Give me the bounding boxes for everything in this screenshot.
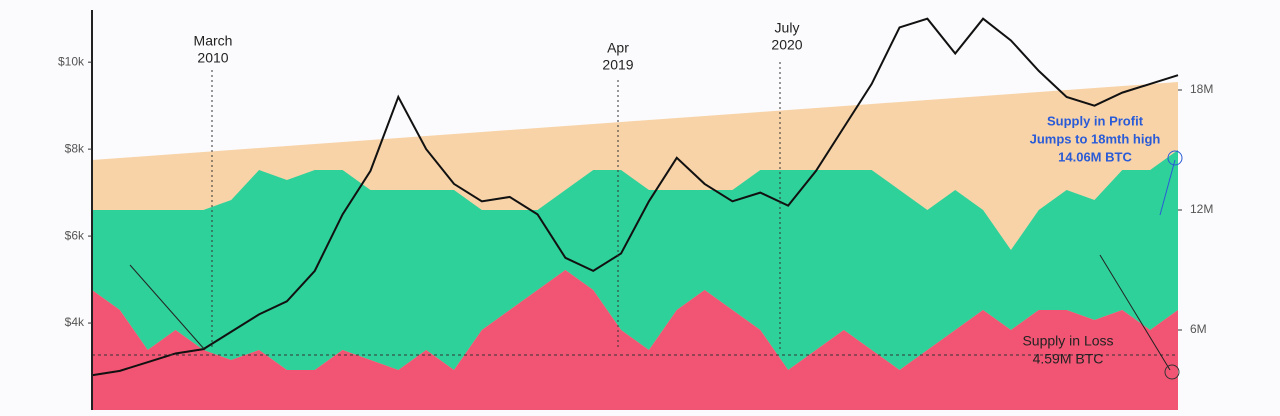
annotation: Supply in Profit	[1047, 113, 1144, 128]
pointer	[129, 264, 206, 351]
marker	[1167, 150, 1183, 166]
annotation: 4.59M BTC	[1033, 351, 1104, 367]
annotation: 2010	[197, 50, 228, 66]
annotation: 14.06M BTC	[1058, 149, 1132, 164]
y2-tick-label: 18M	[1190, 82, 1213, 96]
pointer	[1099, 254, 1171, 371]
y2-tick-label: 6M	[1190, 322, 1207, 336]
y-tick-label: $10k	[58, 54, 85, 68]
y2-tick-label: 12M	[1190, 202, 1213, 216]
y-tick-label: $6k	[65, 228, 85, 242]
pointer	[1159, 159, 1176, 216]
annotation: March	[194, 33, 233, 49]
annotation: Supply in Loss	[1022, 333, 1113, 349]
annotation: 2020	[771, 37, 802, 53]
area	[92, 150, 1178, 370]
annotation: 2019	[602, 57, 633, 73]
y-tick-label: $8k	[65, 141, 85, 155]
annotation: Jumps to 18mth high	[1030, 131, 1161, 146]
price-line	[91, 17, 1179, 377]
area	[92, 270, 1178, 410]
annotation: Apr	[607, 40, 629, 56]
y-tick-label: $4k	[65, 315, 85, 329]
marker	[1164, 364, 1180, 380]
annotation: July	[775, 20, 800, 36]
